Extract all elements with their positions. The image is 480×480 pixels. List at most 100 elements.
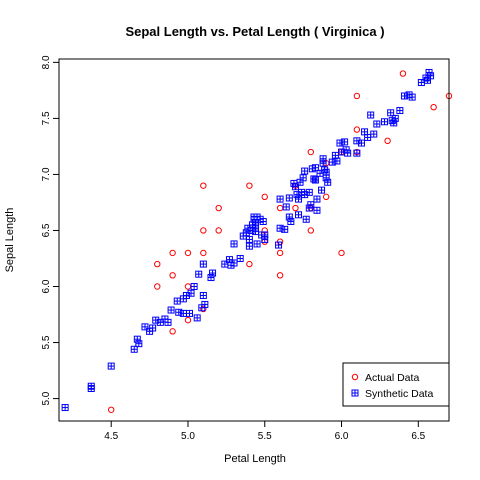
actual-data-point — [307, 227, 315, 234]
legend-actual-label: Actual Data — [365, 372, 419, 384]
synthetic-data-point — [396, 107, 404, 115]
y-axis-label: Sepal Length — [4, 208, 16, 273]
actual-data-point — [169, 249, 176, 257]
synthetic-data-point — [167, 306, 175, 314]
synthetic-data-point — [373, 120, 381, 128]
x-tick-label: 4.5 — [104, 431, 118, 442]
actual-data-point — [353, 126, 361, 133]
actual-data-point — [261, 193, 268, 201]
y-tick-label: 7.5 — [41, 111, 52, 125]
y-tick-label: 7.0 — [41, 167, 52, 181]
synthetic-data-point — [311, 164, 319, 172]
plot-area-frame — [58, 58, 450, 422]
synthetic-data-point — [209, 269, 217, 277]
synthetic-data-point — [361, 128, 369, 136]
synthetic-data-point — [135, 340, 143, 348]
synthetic-data-point — [390, 119, 398, 127]
synthetic-data-point — [322, 174, 330, 182]
synthetic-data-point — [130, 345, 138, 353]
chart-title: Sepal Length vs. Petal Length ( Virginic… — [125, 24, 384, 39]
synthetic-data-point — [427, 72, 435, 80]
synthetic-data-point — [149, 324, 157, 332]
synthetic-data-point — [261, 235, 269, 243]
actual-data-point — [169, 272, 176, 279]
x-tick-label: 6.5 — [411, 431, 425, 442]
synthetic-data-point — [87, 382, 95, 390]
y-tick-label: 6.5 — [41, 223, 52, 237]
y-axis: 5.0 5.5 6.0 6.5 7.0 7.5 8.0 — [41, 55, 59, 406]
synthetic-data-point — [387, 109, 395, 117]
actual-data-point — [399, 70, 407, 77]
synthetic-data-point — [173, 297, 181, 305]
actual-data-point — [215, 204, 222, 212]
synthetic-data-point — [201, 300, 209, 308]
actual-data-point — [184, 249, 192, 257]
synthetic-data-point — [367, 111, 375, 119]
synthetic-data-point — [364, 133, 372, 141]
actual-data-point — [154, 260, 161, 268]
synthetic-data-point — [331, 151, 339, 159]
synthetic-data-point — [381, 118, 389, 126]
actual-data-point — [200, 227, 207, 234]
actual-data-point — [154, 283, 161, 290]
synthetic-data-point — [207, 274, 215, 282]
synthetic-data-point — [305, 188, 313, 196]
synthetic-data-point — [190, 283, 198, 291]
actual-data-point — [246, 260, 253, 268]
synthetic-data-point — [319, 159, 327, 167]
synthetic-data-point — [199, 260, 207, 268]
synthetic-data-point — [195, 270, 203, 278]
synthetic-data-point — [253, 240, 261, 248]
actual-data-point — [322, 193, 330, 201]
legend-synthetic-marker — [351, 389, 359, 397]
synthetic-data-point — [107, 362, 115, 370]
synthetic-data-point — [311, 176, 319, 184]
synthetic-data-point — [357, 139, 365, 147]
synthetic-data-point — [276, 195, 284, 203]
synthetic-data-point — [295, 211, 303, 219]
actual-data-point — [276, 204, 284, 212]
actual-data-point — [276, 272, 284, 279]
synthetic-data-point — [133, 335, 141, 343]
synthetic-data-point — [281, 225, 289, 233]
synthetic-data-point — [302, 215, 310, 223]
actual-data-point — [292, 204, 299, 212]
actual-data-point — [184, 316, 192, 324]
synthetic-data-point — [61, 404, 69, 412]
synthetic-data-point — [236, 254, 244, 262]
synthetic-data-series — [61, 68, 435, 412]
synthetic-data-point — [408, 93, 416, 101]
synthetic-data-point — [353, 149, 361, 157]
x-axis-label: Petal Length — [224, 453, 286, 465]
synthetic-data-point — [230, 240, 238, 248]
synthetic-data-point — [287, 218, 295, 226]
synthetic-data-point — [193, 314, 201, 322]
synthetic-data-point — [324, 178, 332, 186]
synthetic-data-point — [275, 241, 283, 249]
synthetic-data-point — [164, 318, 172, 326]
y-tick-label: 8.0 — [41, 55, 52, 69]
actual-data-point — [353, 92, 361, 100]
actual-data-point — [200, 249, 207, 257]
actual-data-point — [215, 227, 222, 234]
y-tick-label: 6.0 — [41, 279, 52, 293]
y-tick-label: 5.0 — [41, 391, 52, 405]
actual-data-point — [200, 305, 207, 313]
synthetic-data-point — [391, 114, 399, 122]
synthetic-data-point — [333, 157, 341, 165]
synthetic-data-point — [221, 260, 229, 268]
x-tick-label: 5.0 — [181, 431, 195, 442]
synthetic-data-point — [313, 195, 321, 203]
synthetic-data-point — [344, 149, 352, 157]
x-tick-label: 6.0 — [335, 431, 349, 442]
actual-data-point — [200, 182, 207, 189]
legend: Actual Data Synthetic Data — [342, 362, 450, 407]
actual-data-point — [169, 328, 176, 335]
synthetic-data-point — [370, 130, 378, 138]
synthetic-data-point — [282, 203, 290, 211]
synthetic-data-point — [245, 235, 253, 243]
actual-data-point — [276, 249, 284, 257]
synthetic-data-point — [245, 242, 253, 250]
actual-data-point — [384, 137, 391, 145]
